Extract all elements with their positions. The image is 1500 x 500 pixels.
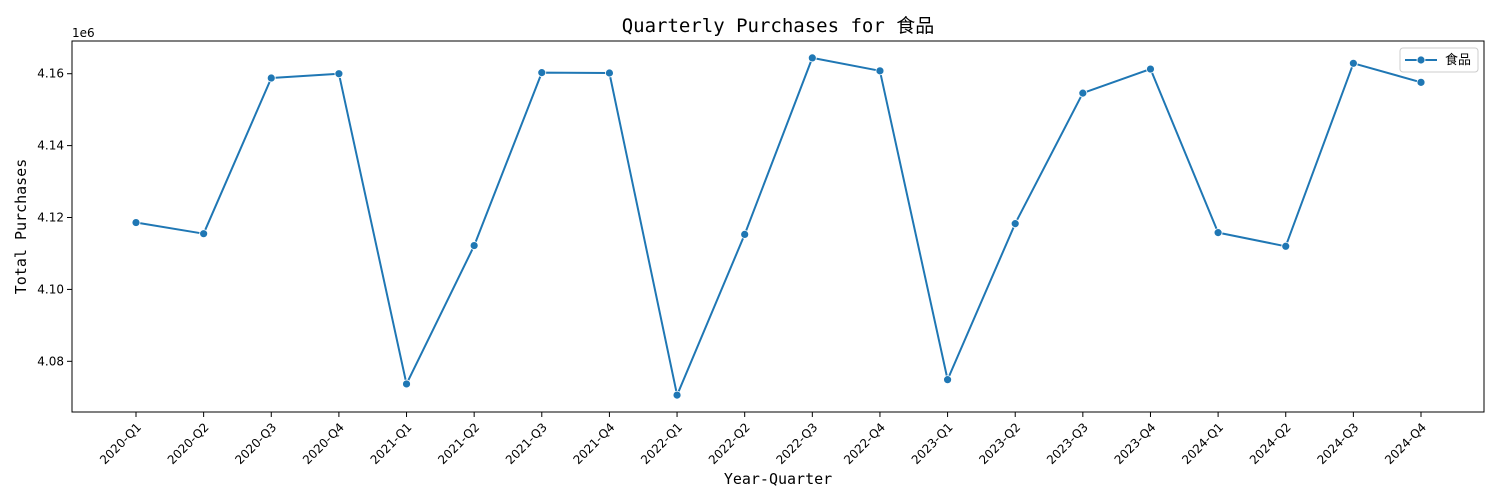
- data-point: [1281, 241, 1291, 251]
- x-tick-label: 2024-Q3: [1314, 420, 1361, 467]
- data-point: [943, 375, 952, 385]
- series-line: [135, 56, 1422, 397]
- data-point: [402, 379, 411, 389]
- x-tick-label: 2021-Q2: [435, 420, 482, 467]
- y-tick-label: 4.08: [37, 354, 64, 368]
- series-layer: [131, 53, 1426, 400]
- chart-title: Quarterly Purchases for 食品: [622, 15, 935, 37]
- x-tick-label: 2021-Q3: [503, 420, 550, 467]
- y-tick-label: 4.12: [37, 211, 64, 225]
- data-point: [1010, 219, 1020, 229]
- x-tick-label: 2023-Q4: [1112, 420, 1159, 467]
- legend: 食品: [1399, 47, 1479, 73]
- legend-box: [1399, 47, 1479, 73]
- data-point: [1146, 64, 1155, 74]
- x-tick-label: 2022-Q1: [638, 420, 685, 467]
- x-tick-label: 2020-Q1: [97, 420, 144, 467]
- legend-marker-swatch: [1416, 55, 1426, 65]
- data-point: [334, 69, 344, 79]
- data-point: [740, 230, 750, 239]
- x-tick-label: 2021-Q4: [571, 420, 618, 467]
- data-point: [1213, 228, 1223, 238]
- y-axis: 4.08 4.10 4.12 4.14 4.16: [37, 67, 72, 368]
- x-tick-label: 2024-Q2: [1247, 420, 1294, 467]
- x-tick-label: 2022-Q4: [841, 420, 888, 467]
- x-axis: 2020-Q1 2020-Q2 2020-Q3 2020-Q4 2021-Q1 2021-…: [97, 412, 1429, 467]
- x-tick-label: 2023-Q3: [1044, 420, 1091, 467]
- x-tick-label: 2020-Q3: [232, 420, 279, 467]
- data-point: [537, 68, 547, 78]
- legend-label: 食品: [1445, 52, 1471, 68]
- x-tick-label: 2024-Q1: [1179, 420, 1226, 467]
- x-tick-label: 2023-Q1: [909, 420, 956, 467]
- y-axis-offset-label: 1e6: [72, 26, 95, 40]
- x-tick-label: 2021-Q1: [368, 420, 415, 467]
- x-tick-label: 2024-Q4: [1382, 420, 1429, 467]
- data-point: [672, 390, 682, 400]
- x-tick-label: 2020-Q4: [300, 420, 347, 467]
- data-point: [1416, 77, 1426, 87]
- data-point: [1078, 88, 1088, 98]
- y-tick-label: 4.14: [37, 139, 64, 153]
- data-point: [469, 241, 479, 250]
- x-tick-label: 2020-Q2: [165, 420, 212, 467]
- plot-area-frame: [71, 40, 1485, 413]
- x-tick-label: 2023-Q2: [976, 420, 1023, 467]
- data-point: [131, 218, 141, 227]
- data-point: [199, 229, 209, 239]
- y-tick-label: 4.16: [37, 67, 64, 81]
- x-axis-label: Year-Quarter: [724, 470, 832, 488]
- data-point: [605, 68, 614, 78]
- y-tick-label: 4.10: [37, 282, 64, 296]
- data-point: [266, 73, 276, 83]
- y-axis-label: Total Purchases: [12, 159, 30, 294]
- data-point: [807, 53, 817, 63]
- data-point: [1348, 58, 1358, 68]
- data-point: [875, 66, 885, 76]
- x-tick-label: 2022-Q2: [706, 420, 753, 467]
- x-tick-label: 2022-Q3: [773, 420, 820, 467]
